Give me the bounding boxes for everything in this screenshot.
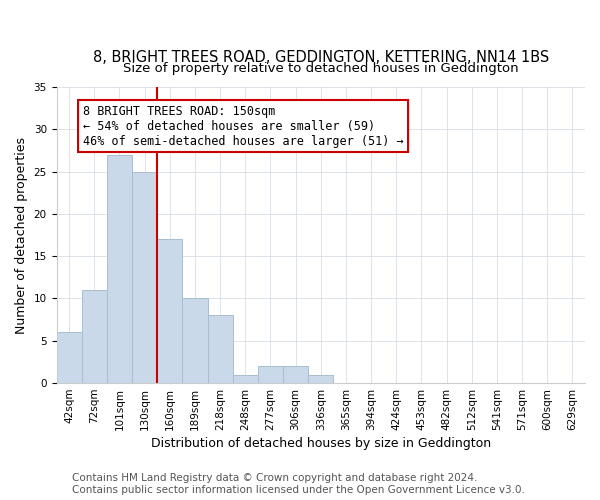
Bar: [258, 366, 283, 383]
Bar: [308, 374, 334, 383]
Text: Size of property relative to detached houses in Geddington: Size of property relative to detached ho…: [123, 62, 518, 75]
Bar: [208, 316, 233, 383]
Bar: [182, 298, 208, 383]
Bar: [233, 374, 258, 383]
Bar: [132, 172, 157, 383]
Text: Contains HM Land Registry data © Crown copyright and database right 2024.
Contai: Contains HM Land Registry data © Crown c…: [72, 474, 525, 495]
X-axis label: Distribution of detached houses by size in Geddington: Distribution of detached houses by size …: [151, 437, 491, 450]
Bar: [107, 154, 132, 383]
Text: 8 BRIGHT TREES ROAD: 150sqm
← 54% of detached houses are smaller (59)
46% of sem: 8 BRIGHT TREES ROAD: 150sqm ← 54% of det…: [83, 105, 404, 148]
Y-axis label: Number of detached properties: Number of detached properties: [15, 136, 28, 334]
Title: 8, BRIGHT TREES ROAD, GEDDINGTON, KETTERING, NN14 1BS: 8, BRIGHT TREES ROAD, GEDDINGTON, KETTER…: [92, 50, 549, 65]
Bar: [157, 240, 182, 383]
Bar: [82, 290, 107, 383]
Bar: [283, 366, 308, 383]
Bar: [56, 332, 82, 383]
